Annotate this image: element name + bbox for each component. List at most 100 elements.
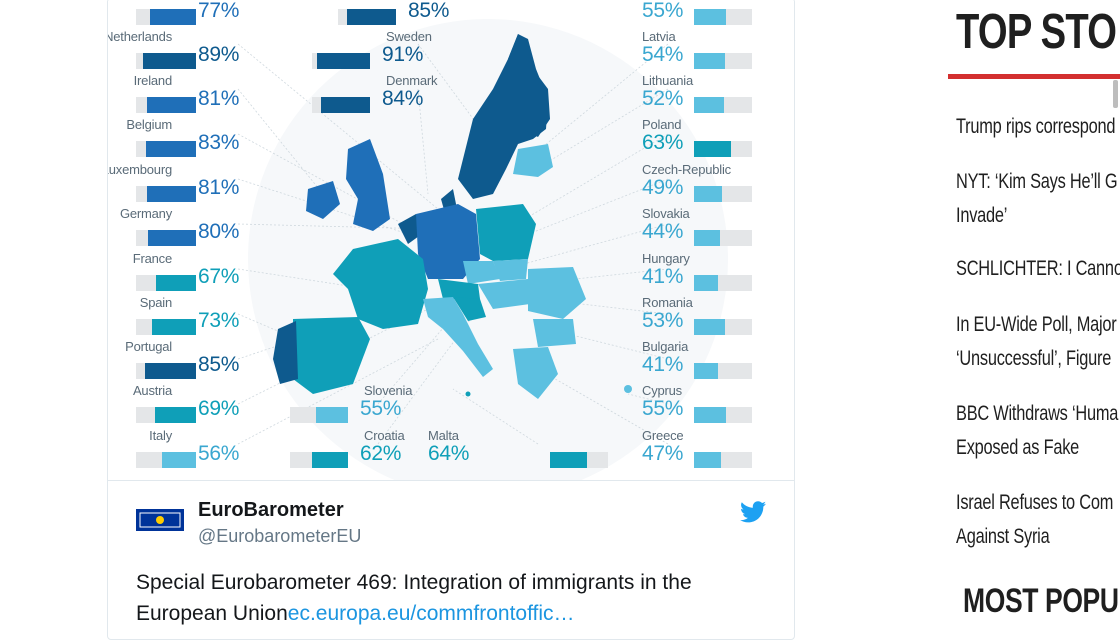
country-percentage: 64% <box>428 442 470 465</box>
country-percentage: 63% <box>642 131 684 154</box>
country-name: Malta <box>428 428 459 443</box>
story-link-4-line-2[interactable]: ‘Unsuccessful’, Figure <box>956 347 1112 370</box>
country-percentage: 52% <box>642 87 684 110</box>
stat-bar-track <box>136 363 196 379</box>
portugal-shape <box>273 321 298 384</box>
stat-bar-fill <box>694 319 725 335</box>
stat-bar-fill <box>694 452 722 468</box>
stat-bar-fill <box>148 230 196 246</box>
story-link-4[interactable]: In EU-Wide Poll, Major <box>956 313 1117 336</box>
country-percentage: 81% <box>198 87 240 110</box>
stat-bar-fill <box>146 141 196 157</box>
stat-bar-fill <box>346 9 396 25</box>
tweet-image-infographic[interactable]: 77% Netherlands 89% Ireland 81% Belgium 83% Lux… <box>108 0 794 481</box>
stat-row-cyprus: Cyprus 55% <box>618 383 778 427</box>
country-percentage: 85% <box>198 353 240 376</box>
stat-bar-track <box>694 319 752 335</box>
country-name: Lithuania <box>642 73 693 88</box>
stat-row-croatia: Croatia 62% <box>290 428 450 472</box>
stat-row-germany: Germany 80% <box>119 206 282 250</box>
stat-bar-fill <box>694 407 726 423</box>
stat-row-belgium: Belgium 83% <box>122 117 282 161</box>
stat-bar-fill <box>145 363 196 379</box>
country-percentage: 84% <box>382 87 424 110</box>
country-name: Greece <box>642 428 684 443</box>
france-shape <box>333 239 428 329</box>
stat-bar-track <box>694 275 752 291</box>
eurobarometer-logo-icon <box>136 509 184 539</box>
story-link-3[interactable]: SCHLICHTER: I Cannot <box>956 257 1120 280</box>
country-percentage: 85% <box>408 0 450 22</box>
stat-bar-fill <box>694 9 726 25</box>
stat-bar-track <box>136 275 196 291</box>
top-stories-heading: TOP STO <box>956 5 1117 59</box>
stat-bar-track <box>290 407 348 423</box>
story-link-6-line-2[interactable]: Against Syria <box>956 525 1050 548</box>
stat-row-slovakia: Slovakia 44% <box>618 206 778 250</box>
stat-row-hungary: Hungary 41% <box>618 251 778 295</box>
story-link-2[interactable]: NYT: ‘Kim Says He’ll G <box>956 170 1118 193</box>
country-percentage: 49% <box>642 176 684 199</box>
stat-bar-track <box>290 452 348 468</box>
malta-shape <box>465 391 471 397</box>
country-percentage: 41% <box>642 353 684 376</box>
author-avatar[interactable] <box>136 505 184 539</box>
stat-bar-fill <box>317 53 370 69</box>
stat-bar-track <box>136 97 196 113</box>
tweet-author-handle[interactable]: @EurobarometerEU <box>198 526 362 546</box>
story-link-1[interactable]: Trump rips correspond <box>956 115 1116 138</box>
stat-row-italy: Italy 56% <box>122 428 282 472</box>
story-link-2-line-2[interactable]: Invade’ <box>956 204 1008 227</box>
stat-bar-fill <box>147 186 196 202</box>
stat-bar-track <box>136 230 196 246</box>
stat-row-austria: Austria 69% <box>122 383 282 427</box>
story-link-6[interactable]: Israel Refuses to Com <box>956 491 1114 514</box>
stat-row-luxembourg: Luxembourg 81% <box>108 162 282 206</box>
finland-shape <box>508 34 550 137</box>
stat-bar-fill <box>694 141 731 157</box>
poland-shape <box>476 204 536 261</box>
stat-bar-track <box>136 186 196 202</box>
stat-bar-track <box>694 230 752 246</box>
cyprus-shape <box>624 385 632 393</box>
stat-row-poland: Poland 63% <box>618 117 778 161</box>
country-name: Slovakia <box>642 206 690 221</box>
stat-bar-track <box>694 407 752 423</box>
stat-row-slovenia: Slovenia 55% <box>290 383 450 427</box>
tweet-link[interactable]: ec.europa.eu/commfrontoffic… <box>287 602 575 625</box>
country-name: Germany <box>119 206 172 221</box>
country-name: Cyprus <box>642 383 682 398</box>
stat-bar-fill <box>312 452 348 468</box>
most-popular-heading: MOST POPUL <box>963 582 1120 620</box>
story-link-5-line-2[interactable]: Exposed as Fake <box>956 436 1080 459</box>
country-percentage: 55% <box>642 397 684 420</box>
slovenia-croatia-shape <box>453 297 486 321</box>
country-percentage: 91% <box>382 43 424 66</box>
country-percentage: 67% <box>198 265 240 288</box>
country-name: Bulgaria <box>642 339 689 354</box>
country-name: Denmark <box>386 73 438 88</box>
romania-shape <box>528 267 586 319</box>
slovakia-shape <box>493 259 528 281</box>
stat-row-czech-republic: Czech-Republic 49% <box>618 162 778 206</box>
stat-bar-track <box>136 319 196 335</box>
tweet-divider <box>108 480 794 481</box>
scrollbar-thumb[interactable] <box>1113 80 1118 108</box>
twitter-bird-icon[interactable] <box>740 501 766 523</box>
story-link-5[interactable]: BBC Withdraws ‘Huma <box>956 402 1119 425</box>
embedded-tweet[interactable]: 77% Netherlands 89% Ireland 81% Belgium 83% Lux… <box>107 0 795 640</box>
spain-shape <box>293 317 370 394</box>
country-name: Portugal <box>125 339 172 354</box>
country-name: Croatia <box>364 428 405 443</box>
baltics-shape <box>513 144 553 177</box>
stat-bar-fill <box>154 407 196 423</box>
stat-row-france: France 67% <box>122 251 282 295</box>
country-name: Slovenia <box>364 383 413 398</box>
stat-bar-fill <box>550 452 588 468</box>
stat-bar-fill <box>694 363 718 379</box>
stat-bar-fill <box>162 452 196 468</box>
tweet-author-name[interactable]: EuroBarometer <box>198 499 344 521</box>
stat-bar-track <box>694 452 752 468</box>
stat-row-latvia: Latvia 54% <box>618 29 778 73</box>
stat-bar-fill <box>694 230 720 246</box>
